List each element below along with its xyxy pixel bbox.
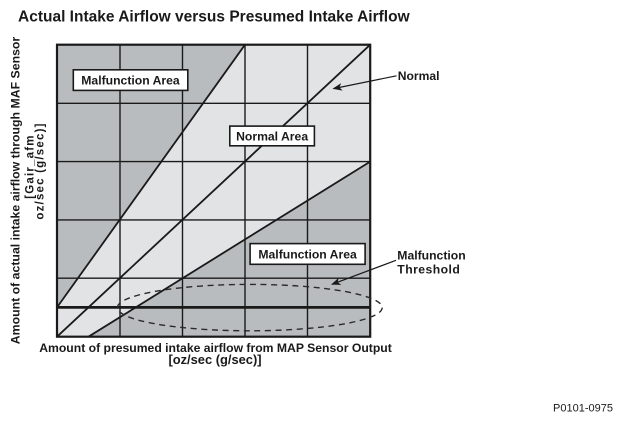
svg-text:Malfunction Area: Malfunction Area <box>258 247 357 261</box>
svg-text:Normal Area: Normal Area <box>236 129 308 143</box>
svg-text:Normal: Normal <box>398 69 440 83</box>
svg-text:P0101-0975: P0101-0975 <box>553 402 613 414</box>
svg-text:Malfunction: Malfunction <box>397 248 465 262</box>
svg-text:[oz/sec (g/sec)]: [oz/sec (g/sec)] <box>168 352 261 367</box>
svg-text:Amount of presumed intake airf: Amount of presumed intake airflow from M… <box>39 341 392 355</box>
svg-text:Malfunction Area: Malfunction Area <box>81 74 180 88</box>
svg-text:Threshold: Threshold <box>397 263 460 277</box>
svg-text:Actual Intake Airflow versus P: Actual Intake Airflow versus Presumed In… <box>18 8 411 25</box>
svg-text:[Gair_afm: [Gair_afm <box>24 134 36 199</box>
svg-text:Amount of actual intake airflo: Amount of actual intake airflow through … <box>9 37 23 345</box>
svg-text:oz/sec (g/sec)]: oz/sec (g/sec)] <box>35 122 47 219</box>
